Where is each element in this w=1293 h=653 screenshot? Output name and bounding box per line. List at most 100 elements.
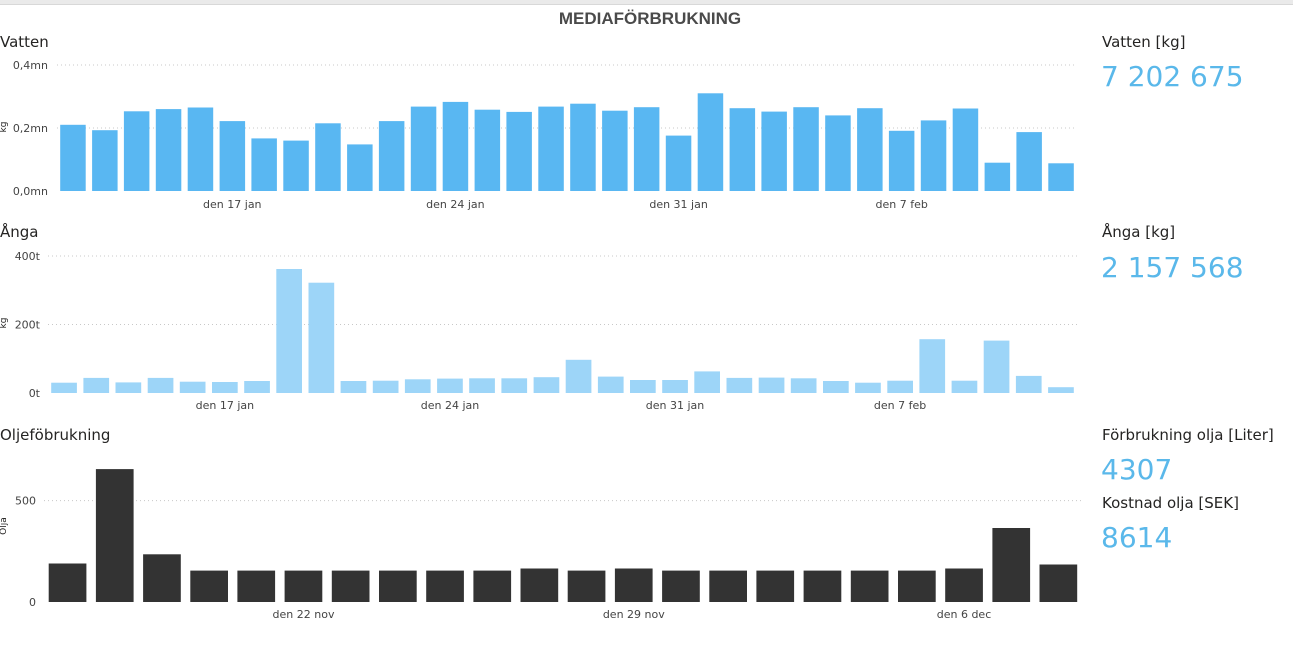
bar[interactable] (95, 469, 134, 602)
bar[interactable] (726, 377, 753, 393)
bar[interactable] (538, 106, 564, 191)
x-tick-label: den 6 dec (937, 608, 992, 621)
bar[interactable] (179, 381, 206, 393)
bar[interactable] (244, 381, 270, 393)
bar[interactable] (761, 111, 787, 191)
bar[interactable] (602, 110, 628, 191)
x-tick-label: den 7 feb (876, 198, 928, 211)
bar[interactable] (283, 140, 309, 191)
page-title: MEDIAFÖRBRUKNING (558, 9, 742, 28)
bar[interactable] (1015, 375, 1042, 393)
bar[interactable] (952, 108, 979, 192)
bar[interactable] (729, 108, 756, 191)
bar[interactable] (888, 130, 915, 191)
bar[interactable] (825, 115, 851, 191)
bar[interactable] (855, 382, 881, 393)
bar[interactable] (404, 379, 431, 393)
bar[interactable] (219, 121, 246, 191)
chart-title-oil: Oljeföbrukning (0, 426, 111, 444)
bar[interactable] (147, 377, 174, 393)
bar[interactable] (155, 109, 182, 191)
bar[interactable] (633, 107, 660, 191)
bar[interactable] (533, 377, 560, 393)
kpi-label-oil-cost: Kostnad olja [SEK] (1102, 494, 1239, 512)
bar[interactable] (379, 570, 417, 602)
bar[interactable] (1048, 387, 1074, 393)
bar[interactable] (790, 378, 817, 393)
bar[interactable] (315, 123, 341, 191)
bar[interactable] (756, 570, 795, 602)
bar[interactable] (51, 382, 77, 393)
kpi-value-oil-volume: 4307 (1101, 453, 1173, 486)
bar[interactable] (347, 144, 373, 191)
x-tick-label: den 31 jan (649, 198, 708, 211)
bar[interactable] (803, 570, 842, 602)
bar[interactable] (662, 380, 688, 393)
bar[interactable] (1048, 163, 1074, 191)
bar[interactable] (570, 103, 596, 191)
bar[interactable] (237, 570, 276, 602)
x-tick-label: den 17 jan (203, 198, 262, 211)
bar[interactable] (662, 570, 700, 602)
bar[interactable] (709, 570, 747, 602)
bar[interactable] (520, 568, 559, 603)
bar[interactable] (331, 570, 370, 602)
bar[interactable] (474, 109, 501, 191)
bar[interactable] (758, 377, 785, 393)
bar[interactable] (123, 111, 150, 191)
bar[interactable] (83, 377, 110, 393)
bar[interactable] (1039, 564, 1078, 603)
bar[interactable] (48, 563, 87, 603)
bar[interactable] (372, 380, 399, 393)
bar[interactable] (984, 162, 1011, 191)
y-tick-label: 0,2mn (13, 122, 48, 135)
bar[interactable] (597, 376, 624, 393)
steam-bar-chart: 0t 200t 400t den 17 jan den 24 jan den 31 jan… (15, 250, 1077, 412)
bar[interactable] (410, 106, 437, 191)
bar[interactable] (887, 380, 913, 393)
x-tick-label: den 7 feb (874, 399, 926, 412)
bar[interactable] (473, 570, 512, 602)
bar[interactable] (190, 570, 228, 602)
bar[interactable] (630, 380, 656, 393)
bar[interactable] (983, 340, 1010, 393)
bar[interactable] (857, 108, 883, 191)
bar[interactable] (212, 382, 238, 393)
bar[interactable] (469, 378, 495, 393)
bar[interactable] (506, 111, 532, 191)
bar[interactable] (945, 568, 983, 603)
bar[interactable] (992, 528, 1031, 602)
bar[interactable] (187, 107, 214, 192)
bar[interactable] (501, 378, 528, 393)
bar[interactable] (426, 570, 464, 602)
bar[interactable] (60, 124, 86, 191)
bar[interactable] (567, 570, 606, 602)
bar[interactable] (793, 107, 819, 191)
kpi-label-water: Vatten [kg] (1102, 33, 1186, 51)
bar[interactable] (92, 130, 118, 191)
bar[interactable] (694, 371, 720, 393)
bar[interactable] (284, 570, 323, 602)
y-tick-label: 0t (29, 387, 41, 400)
bar[interactable] (115, 382, 142, 393)
bar[interactable] (850, 570, 889, 602)
x-tick-label: den 31 jan (646, 399, 705, 412)
bar[interactable] (442, 101, 469, 191)
bar[interactable] (898, 570, 936, 602)
bar[interactable] (951, 380, 978, 393)
bar[interactable] (340, 381, 367, 393)
bar[interactable] (308, 282, 335, 393)
bar[interactable] (697, 93, 724, 191)
bar[interactable] (437, 378, 463, 393)
bar[interactable] (665, 135, 692, 191)
bar[interactable] (614, 568, 653, 603)
bar[interactable] (565, 359, 592, 393)
bar[interactable] (378, 121, 405, 191)
bar[interactable] (919, 339, 946, 393)
bar[interactable] (143, 554, 181, 602)
bar[interactable] (1016, 132, 1042, 191)
bar[interactable] (920, 120, 947, 191)
bar[interactable] (251, 138, 277, 191)
bar[interactable] (823, 381, 849, 393)
bar[interactable] (276, 269, 302, 393)
